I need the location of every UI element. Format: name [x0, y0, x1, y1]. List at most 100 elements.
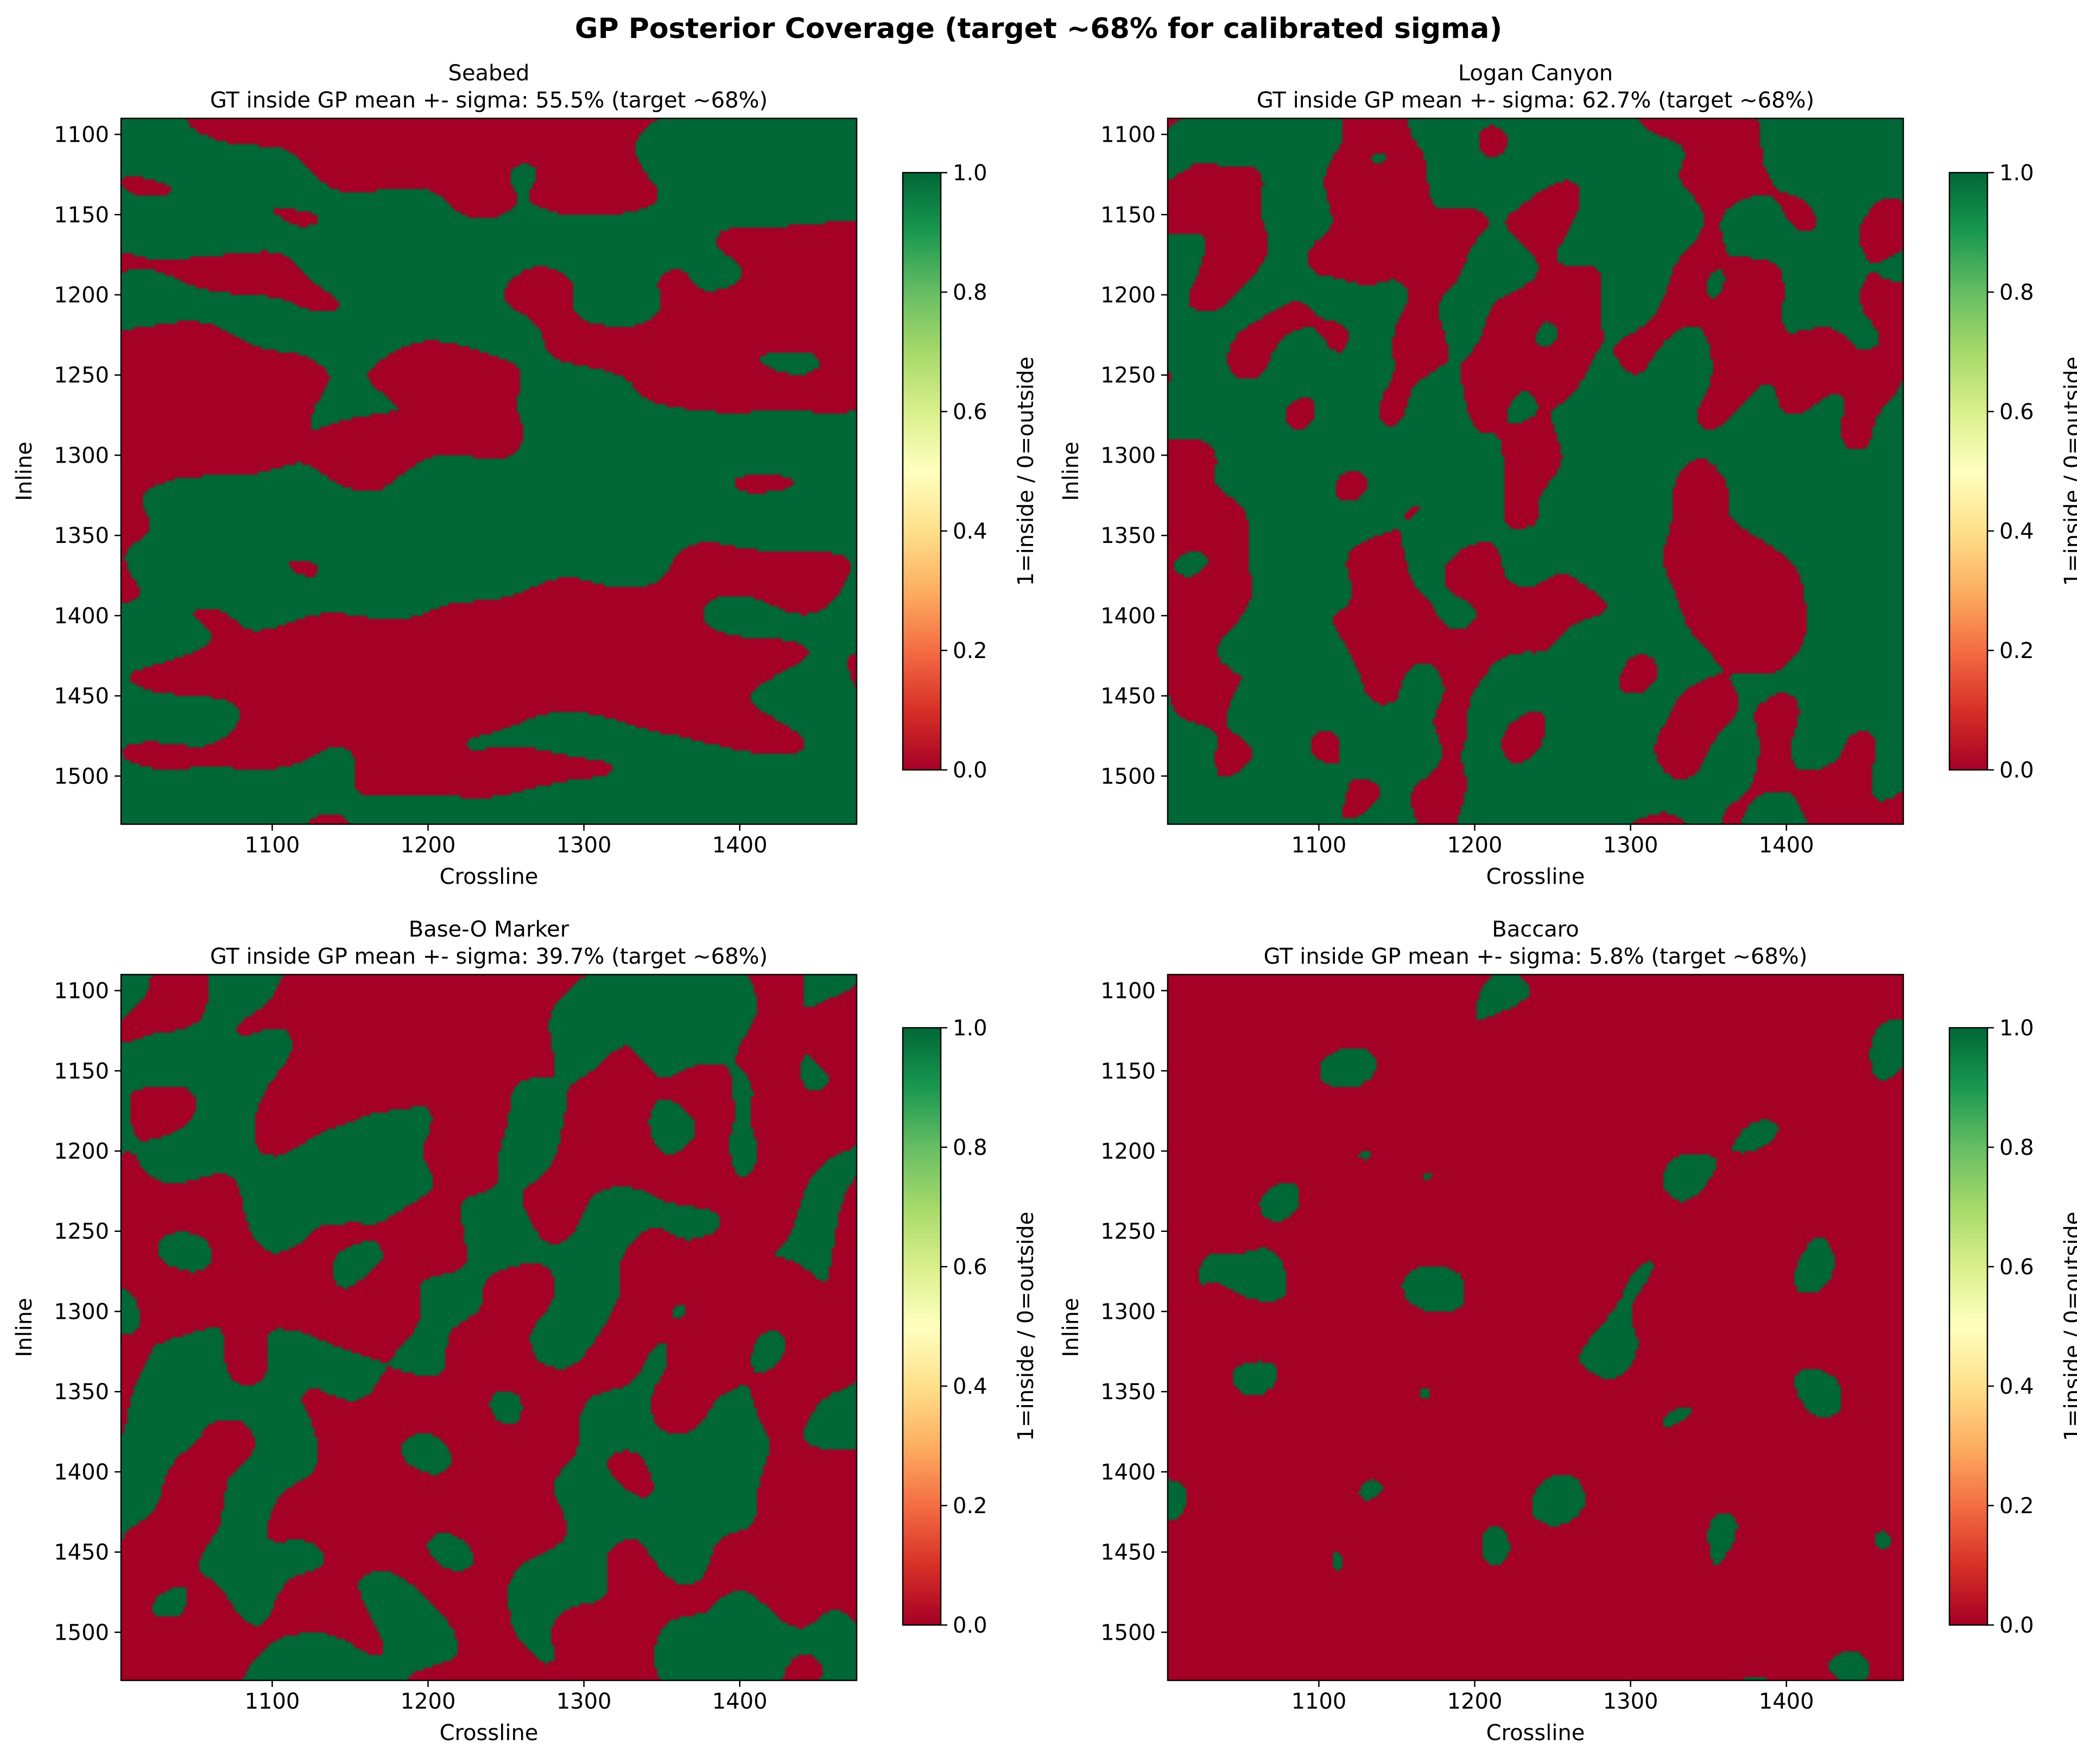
y-tick-label: 1350	[1100, 523, 1156, 548]
colorbar-tick-label: 1.0	[953, 161, 987, 186]
x-tick-label: 1200	[1447, 1689, 1503, 1714]
y-tick-label: 1450	[54, 684, 109, 709]
panel-subtitle: GT inside GP mean +- sigma: 39.7% (targe…	[210, 944, 768, 969]
y-tick-label: 1400	[1100, 604, 1156, 629]
panel-subtitle: GT inside GP mean +- sigma: 62.7% (targe…	[1257, 88, 1814, 113]
x-tick-label: 1300	[1603, 1689, 1658, 1714]
y-tick-label: 1500	[1100, 1620, 1156, 1645]
panel-base-o-marker: 1100 1200 1300 1400 1100 1150 1200 1250 1300 1350…	[12, 917, 1038, 1746]
panel-subtitle: GT inside GP mean +- sigma: 55.5% (targe…	[210, 88, 768, 113]
y-tick-label: 1250	[1100, 1219, 1156, 1244]
panel-seabed: 1100 1200 1300 1400 1100 1150 1200 1250 1300 1350…	[12, 61, 1038, 889]
y-tick-label: 1350	[54, 1380, 109, 1405]
colorbar-tick-label: 0.2	[953, 1494, 987, 1519]
x-tick-label: 1400	[712, 833, 768, 858]
y-axis-label: Inline	[1059, 1298, 1084, 1357]
colorbar-label: 1=inside / 0=outside	[1014, 357, 1038, 586]
y-tick-label: 1300	[1100, 443, 1156, 468]
axes-frame	[120, 117, 858, 825]
x-axis-label: Crossline	[1486, 864, 1585, 889]
panel-title: Logan Canyon	[1458, 61, 1613, 86]
y-tick-label: 1150	[1100, 203, 1156, 227]
y-tick-label: 1300	[1100, 1299, 1156, 1324]
panel-baccaro: 1100 1200 1300 1400 1100 1150 1200 1250 1300 1350…	[1059, 917, 2077, 1746]
y-tick-label: 1150	[54, 203, 109, 227]
colorbar	[1948, 172, 1989, 771]
colorbar-tick-label: 0.4	[1999, 519, 2034, 544]
panel-subtitle: GT inside GP mean +- sigma: 5.8% (target…	[1264, 944, 1808, 969]
panel-title: Base-O Marker	[409, 917, 569, 942]
coverage-heatmap	[121, 975, 857, 1680]
colorbar-tick-label: 1.0	[1999, 1016, 2034, 1041]
y-tick-label: 1250	[54, 363, 109, 388]
y-axis-label: Inline	[1059, 441, 1084, 501]
x-tick-label: 1400	[712, 1689, 768, 1714]
x-tick-label: 1400	[1759, 1689, 1814, 1714]
y-tick-label: 1300	[54, 443, 109, 468]
x-tick-label: 1200	[401, 1689, 456, 1714]
colorbar-tick-label: 0.4	[1999, 1374, 2034, 1399]
colorbar-tick-label: 0.0	[1999, 1613, 2034, 1638]
y-tick-label: 1100	[1100, 979, 1156, 1004]
axes-frame	[120, 973, 858, 1681]
x-tick-label: 1300	[556, 833, 612, 858]
y-tick-label: 1200	[1100, 1139, 1156, 1164]
panel-title: Baccaro	[1492, 917, 1579, 942]
colorbar	[902, 1027, 942, 1626]
x-tick-label: 1300	[556, 1689, 612, 1714]
colorbar-tick-label: 0.6	[953, 1255, 987, 1280]
y-tick-label: 1250	[54, 1219, 109, 1244]
coverage-heatmap	[1168, 118, 1903, 824]
y-tick-label: 1450	[54, 1540, 109, 1565]
y-axis-label: Inline	[12, 1298, 37, 1357]
y-tick-label: 1500	[54, 764, 109, 789]
x-axis-label: Crossline	[440, 1721, 539, 1746]
y-axis-label: Inline	[12, 441, 37, 501]
x-axis-label: Crossline	[440, 864, 539, 889]
y-tick-label: 1150	[1100, 1059, 1156, 1084]
y-tick-label: 1200	[54, 283, 109, 308]
y-tick-label: 1350	[54, 523, 109, 548]
x-tick-label: 1300	[1603, 833, 1658, 858]
x-tick-label: 1100	[1291, 1689, 1347, 1714]
colorbar	[902, 172, 942, 771]
colorbar-label: 1=inside / 0=outside	[2060, 357, 2077, 586]
colorbar-tick-label: 0.8	[953, 280, 987, 305]
coverage-heatmap	[1168, 975, 1903, 1680]
colorbar-tick-label: 0.8	[953, 1135, 987, 1160]
figure-title: GP Posterior Coverage (target ~68% for c…	[575, 12, 1502, 45]
y-tick-label: 1250	[1100, 363, 1156, 388]
y-tick-label: 1150	[54, 1059, 109, 1084]
x-tick-label: 1200	[401, 833, 456, 858]
y-tick-label: 1450	[1100, 684, 1156, 709]
panel-logan-canyon: 1100 1200 1300 1400 1100 1150 1200 1250 1300 1350…	[1059, 61, 2077, 889]
colorbar-tick-label: 0.2	[1999, 638, 2034, 663]
x-tick-label: 1100	[245, 833, 300, 858]
x-tick-label: 1100	[1291, 833, 1347, 858]
panel-title: Seabed	[448, 61, 530, 86]
x-tick-label: 1400	[1759, 833, 1814, 858]
y-tick-label: 1400	[54, 1460, 109, 1485]
panels: 1100 1200 1300 1400 1100 1150 1200 1250 1300 1350…	[12, 61, 2077, 1746]
colorbar-tick-label: 0.0	[953, 1613, 987, 1638]
y-tick-label: 1300	[54, 1299, 109, 1324]
y-tick-label: 1500	[54, 1620, 109, 1645]
colorbar-tick-label: 0.0	[1999, 758, 2034, 783]
colorbar-label: 1=inside / 0=outside	[2060, 1212, 2077, 1441]
colorbar-tick-label: 0.4	[953, 519, 987, 544]
coverage-heatmap	[121, 118, 857, 824]
colorbar-tick-label: 1.0	[953, 1016, 987, 1041]
y-tick-label: 1350	[1100, 1380, 1156, 1405]
y-tick-label: 1500	[1100, 764, 1156, 789]
y-tick-label: 1200	[54, 1139, 109, 1164]
colorbar-tick-label: 0.2	[953, 638, 987, 663]
colorbar-tick-label: 1.0	[1999, 161, 2034, 186]
y-tick-label: 1400	[1100, 1460, 1156, 1485]
y-tick-label: 1100	[54, 123, 109, 148]
x-tick-label: 1100	[245, 1689, 300, 1714]
colorbar-tick-label: 0.2	[1999, 1494, 2034, 1519]
colorbar-tick-label: 0.6	[1999, 1255, 2034, 1280]
y-tick-label: 1100	[54, 979, 109, 1004]
x-tick-label: 1200	[1447, 833, 1503, 858]
